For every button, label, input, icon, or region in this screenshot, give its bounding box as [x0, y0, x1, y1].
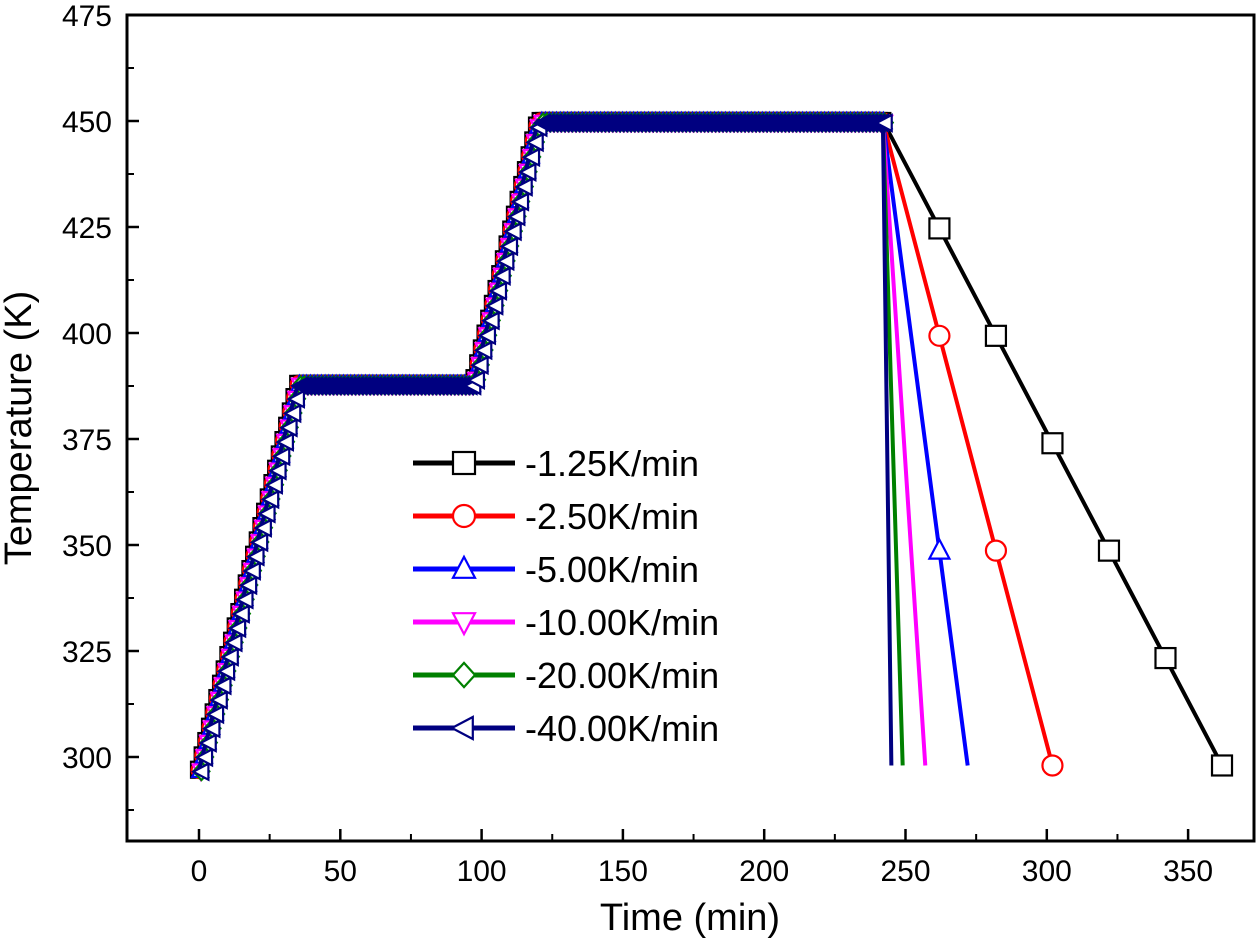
- heating-marker: [477, 325, 497, 346]
- heating-marker: [510, 192, 530, 212]
- y-tick-label: 475: [62, 0, 112, 33]
- heating-marker: [201, 718, 221, 739]
- heating-marker: [492, 266, 511, 286]
- heating-marker: [282, 403, 302, 424]
- legend-item: -20.00K/min: [413, 655, 719, 696]
- x-tick-label: 150: [598, 855, 648, 888]
- cooling-marker: [1041, 754, 1064, 777]
- legend-marker: [451, 503, 477, 529]
- plot-frame: [125, 13, 1256, 843]
- heating-marker: [499, 236, 519, 257]
- heating-marker: [275, 432, 294, 452]
- axes-layer: 0 50 100 150 200 250 300 350 300 325 350 375 400 425 4…: [62, 0, 1213, 888]
- heating-marker: [503, 221, 522, 242]
- heating-marker: [517, 162, 537, 182]
- heating-marker: [267, 460, 287, 481]
- legend-marker: [451, 661, 477, 689]
- x-axis-title: Time (min): [600, 897, 780, 939]
- legend: -1.25K/min -2.50K/min -5.00K/min -10.00K/mi…: [413, 443, 719, 749]
- heating-marker: [253, 518, 272, 538]
- legend-label: -20.00K/min: [525, 655, 719, 696]
- cooling-marker: [928, 217, 951, 240]
- heating-marker: [260, 489, 280, 510]
- legend-item: -40.00K/min: [413, 708, 719, 749]
- x-tick-label: 300: [1022, 855, 1072, 888]
- y-tick-label: 400: [62, 318, 112, 351]
- heating-marker: [209, 690, 228, 710]
- heating-marker: [488, 281, 508, 301]
- heating-marker: [198, 733, 217, 753]
- heating-marker: [231, 604, 250, 624]
- heating-marker: [190, 761, 210, 782]
- heating-marker: [521, 147, 541, 168]
- heating-marker: [525, 132, 544, 153]
- heating-marker: [470, 355, 489, 376]
- heating-marker: [279, 417, 298, 438]
- series-layer: [189, 110, 1234, 783]
- heating-marker: [238, 575, 258, 596]
- y-tick-label: 450: [62, 106, 112, 139]
- cooling-marker: [927, 537, 952, 560]
- x-tick-label: 250: [880, 855, 930, 888]
- cooling-marker: [928, 324, 951, 347]
- y-tick-label: 300: [62, 742, 112, 775]
- heating-marker: [466, 370, 486, 390]
- legend-label: -1.25K/min: [525, 443, 699, 484]
- legend-marker: [451, 612, 477, 637]
- heating-marker: [220, 647, 239, 667]
- heating-marker: [481, 310, 500, 331]
- heating-marker: [495, 251, 515, 272]
- heating-marker: [506, 206, 526, 227]
- x-tick-label: 100: [457, 855, 507, 888]
- heating-marker: [242, 561, 261, 581]
- x-tick-label: 350: [1163, 855, 1213, 888]
- heating-marker: [473, 340, 493, 361]
- heating-marker: [514, 177, 533, 197]
- heating-marker: [212, 675, 232, 696]
- series-line: [197, 119, 894, 771]
- legend-item: -10.00K/min: [413, 602, 719, 643]
- heating-marker: [256, 503, 276, 524]
- x-tick-label: 0: [191, 855, 208, 888]
- y-tick-label: 375: [62, 424, 112, 457]
- heating-marker: [245, 546, 265, 567]
- series--40.00K/min: [190, 113, 894, 782]
- heating-marker: [271, 446, 291, 467]
- heating-marker: [194, 747, 214, 768]
- cooling-marker: [1154, 646, 1177, 670]
- x-tick-label: 200: [739, 855, 789, 888]
- legend-item: -2.50K/min: [413, 496, 699, 537]
- y-tick-label: 325: [62, 636, 112, 669]
- y-axis-title: Temperature (K): [0, 291, 40, 566]
- y-tick-label: 425: [62, 212, 112, 245]
- legend-label: -2.50K/min: [525, 496, 699, 537]
- cooling-marker: [984, 324, 1008, 347]
- heating-marker: [249, 532, 269, 553]
- legend-marker: [449, 715, 474, 741]
- heating-marker: [234, 589, 254, 610]
- heating-marker: [264, 475, 283, 495]
- heating-marker: [484, 296, 504, 316]
- cooling-marker: [1097, 539, 1121, 562]
- legend-item: -1.25K/min: [413, 443, 699, 484]
- x-tick-label: 50: [324, 855, 357, 888]
- y-tick-label: 350: [62, 530, 112, 563]
- heating-marker: [286, 389, 306, 409]
- heating-marker: [874, 113, 893, 133]
- cooling-marker: [984, 539, 1008, 562]
- legend-item: -5.00K/min: [413, 549, 699, 590]
- legend-marker: [451, 554, 477, 579]
- heating-marker: [223, 632, 243, 653]
- legend-label: -40.00K/min: [525, 708, 719, 749]
- legend-label: -5.00K/min: [525, 549, 699, 590]
- cooling-marker: [1041, 432, 1064, 455]
- legend-marker: [451, 450, 477, 476]
- heating-marker: [205, 704, 225, 725]
- cooling-marker: [1210, 754, 1234, 777]
- heating-marker: [216, 661, 236, 682]
- legend-label: -10.00K/min: [525, 602, 719, 643]
- heating-marker: [227, 618, 247, 639]
